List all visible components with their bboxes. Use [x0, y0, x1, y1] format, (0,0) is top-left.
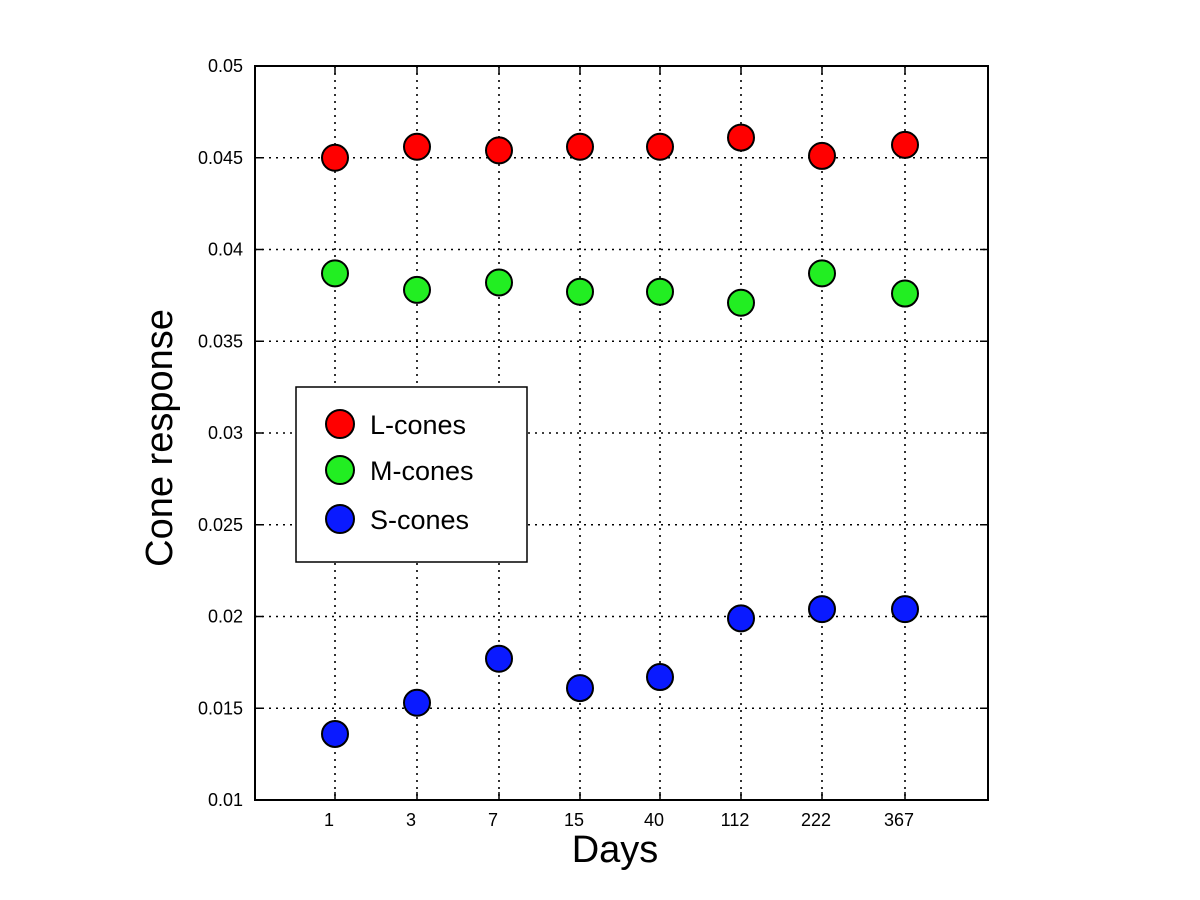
x-tick-label: 15 — [564, 810, 584, 830]
m-cones-point — [403, 275, 431, 304]
x-tick-label: 112 — [721, 810, 750, 830]
y-tick-label: 0.045 — [198, 148, 243, 168]
legend-marker-m-cones — [325, 455, 355, 485]
grid-lines — [255, 66, 988, 800]
y-tick-label: 0.05 — [208, 56, 243, 76]
y-axis-title: Cone response — [139, 309, 181, 567]
m-cones-point — [727, 288, 755, 317]
x-tick-label: 3 — [406, 810, 416, 830]
m-cones-point — [808, 259, 836, 288]
m-cones-point — [321, 259, 349, 288]
s-cones-point — [566, 674, 594, 703]
x-axis-title: Days — [572, 829, 659, 871]
x-tick-label: 40 — [644, 810, 664, 830]
m-cones-point — [891, 279, 919, 308]
l-cones-point — [891, 130, 919, 159]
y-tick-label: 0.03 — [208, 423, 243, 443]
l-cones-point — [403, 132, 431, 161]
l-cones-point — [485, 136, 513, 165]
s-cones-point — [485, 644, 513, 673]
legend-label-m-cones: M-cones — [370, 456, 474, 486]
s-cones-point — [727, 604, 755, 633]
s-cones-point — [403, 688, 431, 717]
y-tick-label: 0.02 — [208, 607, 243, 627]
x-tick-label: 222 — [801, 810, 831, 830]
y-tick-label: 0.025 — [198, 515, 243, 535]
l-cones-point — [646, 132, 674, 161]
x-tick-label: 7 — [488, 810, 498, 830]
legend-label-l-cones: L-cones — [370, 410, 466, 440]
y-tick-label: 0.035 — [198, 331, 243, 351]
s-cones-point — [891, 595, 919, 624]
legend-label-s-cones: S-cones — [370, 505, 469, 535]
s-cones-point — [321, 719, 349, 748]
s-cones-point — [808, 595, 836, 624]
l-cones-point — [808, 141, 836, 170]
y-tick-label: 0.015 — [198, 698, 243, 718]
l-cones-point — [321, 143, 349, 172]
legend-marker-s-cones — [325, 504, 355, 534]
m-cones-point — [646, 277, 674, 306]
x-tick-label: 1 — [324, 810, 334, 830]
m-cones-point — [566, 277, 594, 306]
l-cones-point — [727, 123, 755, 152]
s-cones-point — [646, 663, 674, 692]
axis-ticks: 0.01 0.015 0.02 0.025 0.03 0.035 0.04 0.045 0.05… — [198, 56, 988, 830]
y-tick-label: 0.01 — [208, 790, 243, 810]
l-cones-point — [566, 132, 594, 161]
legend-marker-l-cones — [325, 409, 355, 439]
x-tick-label: 367 — [884, 810, 914, 830]
y-tick-label: 0.04 — [208, 240, 243, 260]
data-points — [321, 123, 919, 748]
m-cones-point — [485, 268, 513, 297]
legend: L-cones M-cones S-cones — [295, 386, 528, 563]
